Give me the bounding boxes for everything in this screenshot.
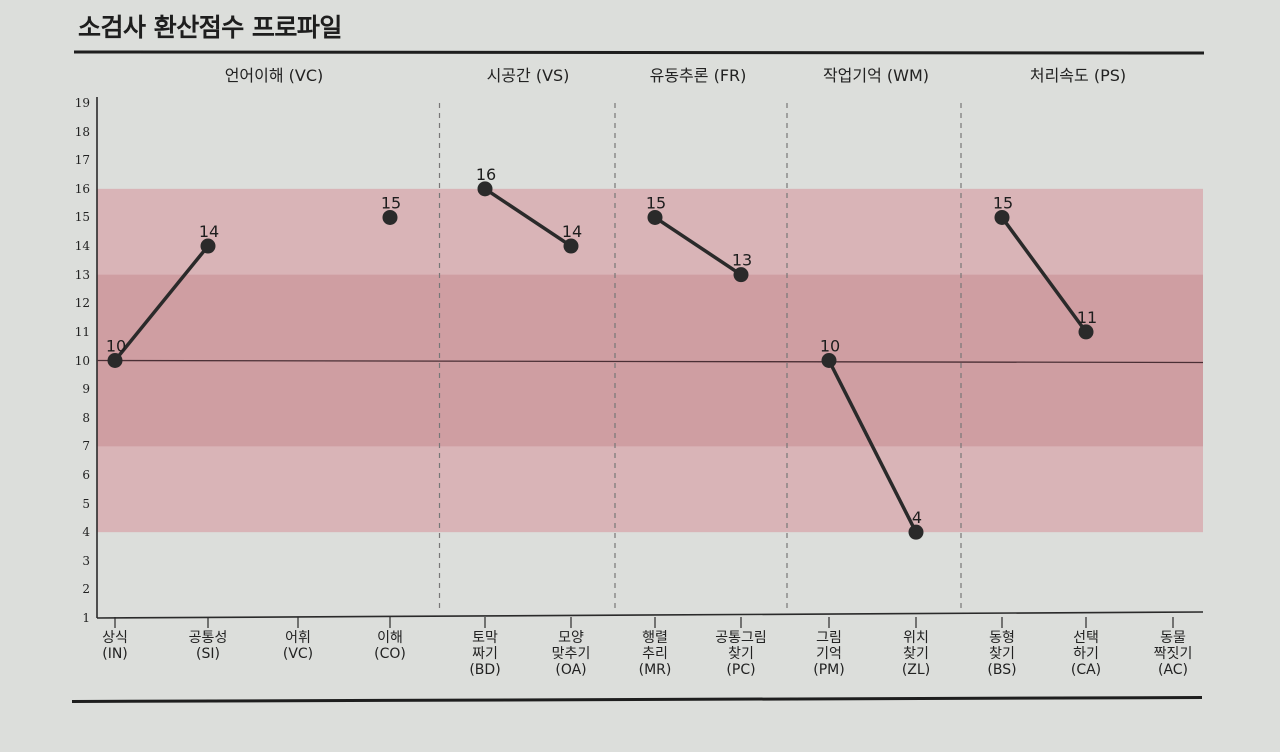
score-lines — [113, 187, 1088, 533]
data-point — [382, 209, 398, 225]
x-axis-label-co: 이해 (CO) — [374, 630, 406, 662]
y-tick-label: 4 — [82, 525, 90, 540]
data-label: 16 — [476, 165, 496, 184]
data-label: 15 — [993, 193, 1013, 212]
data-label: 4 — [912, 508, 922, 527]
data-point — [477, 181, 493, 197]
x-axis-line — [96, 611, 1204, 619]
y-tick-label: 18 — [74, 124, 90, 139]
x-axis-label-in: 상식 (IN) — [102, 630, 128, 662]
x-axis-label-ac: 동물 짝짓기 (AC) — [1153, 630, 1193, 678]
y-tick-label: 6 — [82, 467, 90, 482]
y-tick-label: 10 — [74, 353, 90, 368]
domain-label: 작업기억 (WM) — [822, 66, 930, 85]
data-point — [733, 267, 749, 283]
domain-separators — [438, 103, 962, 612]
domain-label: 언어이해 (VC) — [224, 66, 324, 85]
domain-label: 처리속도 (PS) — [1029, 66, 1127, 85]
connector-line — [484, 187, 572, 248]
y-tick-label: 2 — [82, 582, 90, 597]
y-tick-label: 1 — [82, 611, 90, 625]
data-label: 14 — [199, 222, 219, 241]
y-tick-label: 3 — [82, 553, 90, 568]
page-title: 소검사 환산점수 프로파일 — [78, 13, 342, 42]
axes — [96, 97, 1204, 628]
x-axis-label-oa: 모양 맞추기 (OA) — [551, 630, 591, 678]
y-tick-label: 11 — [74, 324, 90, 339]
x-axis-label-pm: 그림 기억 (PM) — [813, 630, 845, 678]
x-axis-label-mr: 행렬 추리 (MR) — [638, 630, 672, 678]
domain-label: 시공간 (VS) — [486, 66, 570, 85]
data-label: 10 — [106, 337, 126, 356]
y-tick-label: 19 — [74, 96, 90, 110]
data-label: 11 — [1077, 308, 1097, 327]
x-axis-label-zl: 위치 찾기 (ZL) — [901, 630, 931, 678]
y-tick-label: 14 — [74, 239, 90, 254]
y-tick-label: 8 — [82, 410, 90, 425]
data-label: 15 — [646, 193, 666, 212]
y-tick-label: 17 — [74, 153, 90, 168]
x-axis-label-pc: 공통그림 찾기 (PC) — [715, 630, 767, 678]
y-tick-label: 12 — [74, 296, 90, 311]
data-point — [647, 209, 663, 225]
connector-line — [654, 215, 742, 277]
score-points: 10 14 15 16 14 15 13 10 4 15 11 — [106, 165, 1097, 540]
data-point — [908, 524, 924, 540]
data-point — [200, 238, 216, 254]
data-point — [1078, 324, 1094, 340]
connector-line — [1000, 216, 1088, 333]
y-tick-label: 9 — [82, 382, 90, 397]
x-axis-label-ca: 선택 하기 (CA) — [1070, 630, 1102, 678]
data-label: 14 — [562, 222, 582, 241]
data-label: 15 — [381, 193, 401, 212]
connector-line — [827, 359, 918, 533]
data-point — [563, 238, 579, 254]
x-axis-label-bd: 토막 짜기 (BD) — [469, 630, 501, 678]
y-tick-label: 13 — [74, 267, 90, 282]
data-point — [994, 209, 1010, 225]
y-tick-label: 16 — [74, 181, 90, 196]
data-point — [821, 353, 837, 368]
data-point — [107, 353, 123, 368]
data-label: 13 — [732, 251, 752, 270]
mean-reference-line — [96, 359, 1204, 364]
y-tick-label: 7 — [82, 439, 90, 454]
x-axis-label-bs: 동형 찾기 (BS) — [987, 630, 1017, 678]
data-label: 10 — [820, 337, 840, 356]
y-tick-label: 5 — [82, 496, 90, 511]
domain-label: 유동추론 (FR) — [649, 66, 747, 85]
x-axis-label-si: 공통성 (SI) — [188, 630, 228, 662]
y-tick-label: 15 — [74, 210, 90, 225]
x-axis-label-vc: 어휘 (VC) — [282, 630, 314, 662]
connector-line — [113, 244, 210, 362]
